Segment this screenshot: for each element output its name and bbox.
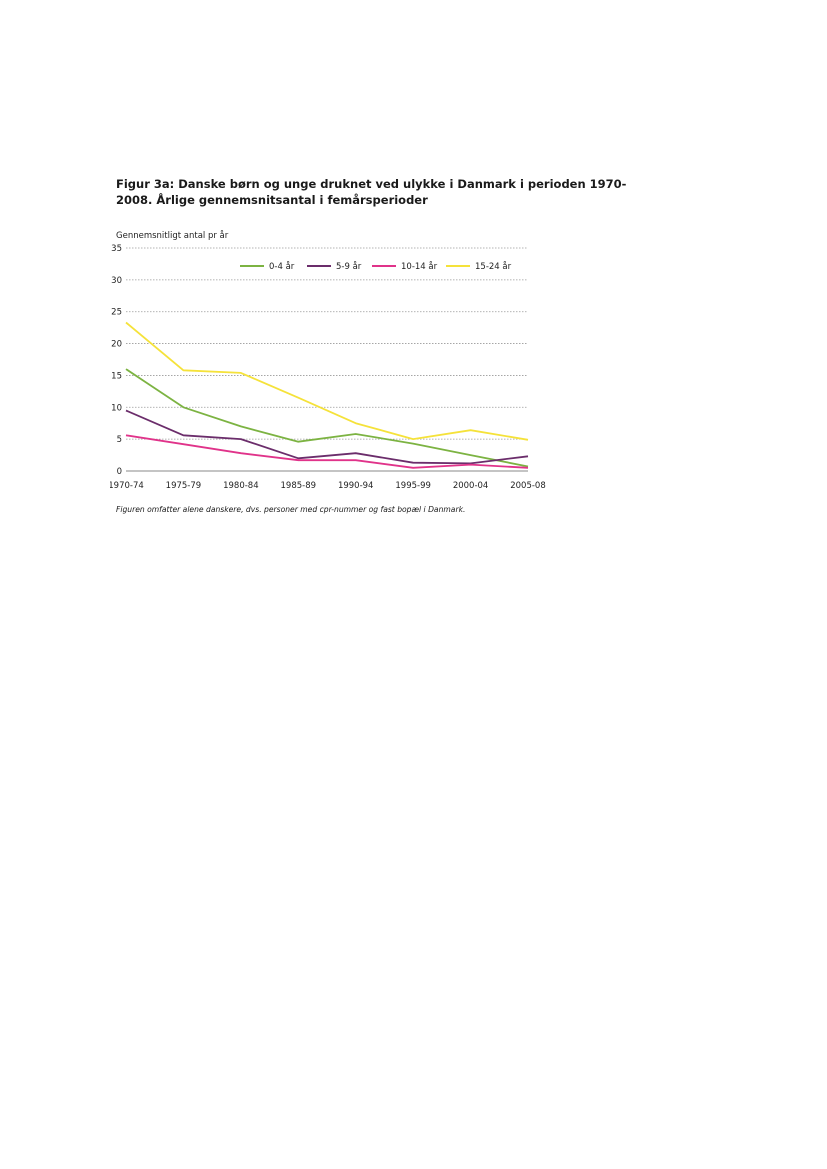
x-tick-label: 1980-84 <box>223 481 259 491</box>
legend-item: 5-9 år <box>307 261 362 272</box>
y-tick-label: 0 <box>117 467 122 477</box>
legend-label: 15-24 år <box>475 261 512 272</box>
legend-label: 5-9 år <box>336 261 362 272</box>
legend-item: 0-4 år <box>240 261 295 272</box>
y-tick-label: 20 <box>111 340 122 350</box>
x-tick-label: 1995-99 <box>395 481 431 491</box>
y-tick-label: 15 <box>111 371 122 381</box>
figure-title-line-2: 2008. Årlige gennemsnitsantal i femårspe… <box>116 193 428 207</box>
x-tick-label: 2000-04 <box>453 481 489 491</box>
legend: 0-4 år 5-9 år 10-14 år 15-24 år <box>240 261 512 272</box>
y-tick-label: 35 <box>111 244 122 254</box>
y-tick-label: 30 <box>111 276 122 286</box>
y-tick-label: 25 <box>111 308 122 318</box>
line-chart: Gennemsnitligt antal pr år 0 5 10 15 20 25 30 3… <box>110 230 546 491</box>
x-tick-labels: 1970-74 1975-79 1980-84 1985-89 1990-94 1995-… <box>110 481 546 491</box>
x-tick-label: 1990-94 <box>338 481 374 491</box>
x-tick-label: 1975-79 <box>166 481 202 491</box>
y-axis-label: Gennemsnitligt antal pr år <box>116 230 229 241</box>
x-tick-label: 1970-74 <box>110 481 144 491</box>
series-lines <box>125 321 529 469</box>
legend-label: 0-4 år <box>269 261 295 272</box>
grid-lines <box>126 247 528 472</box>
series-line-2 <box>125 409 529 465</box>
figure-caption: Figuren omfatter alene danskere, dvs. pe… <box>116 505 466 514</box>
legend-item: 10-14 år <box>372 261 438 272</box>
x-tick-label: 1985-89 <box>281 481 317 491</box>
series-line-1 <box>125 368 529 468</box>
legend-item: 15-24 år <box>446 261 512 272</box>
figure-title: Figur 3a: Danske børn og unge druknet ve… <box>116 176 627 208</box>
series-line-3 <box>125 434 529 469</box>
legend-label: 10-14 år <box>401 261 438 272</box>
y-tick-labels: 0 5 10 15 20 25 30 35 <box>111 244 122 477</box>
series-line-4 <box>125 321 529 441</box>
figure-title-line-1: Figur 3a: Danske børn og unge druknet ve… <box>116 177 627 191</box>
y-tick-label: 10 <box>111 403 122 413</box>
x-tick-label: 2005-08 <box>510 481 546 491</box>
y-tick-label: 5 <box>117 435 122 445</box>
